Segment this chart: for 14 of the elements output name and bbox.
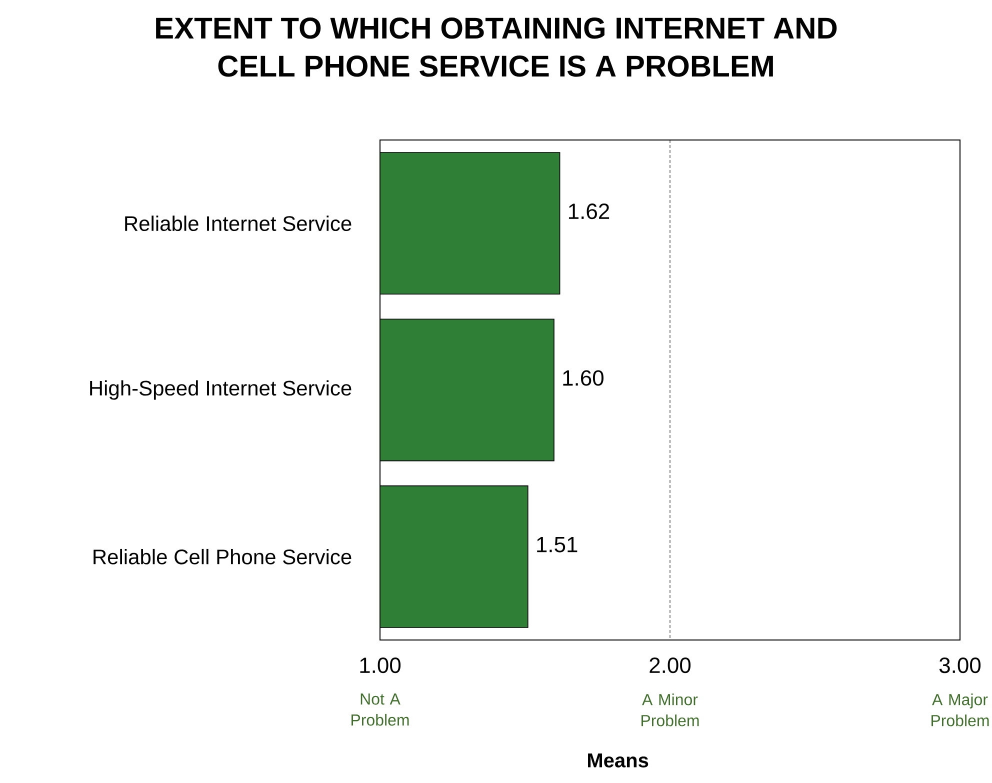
x-tick-label: 3.00 bbox=[939, 658, 981, 674]
x-axis-title: Means bbox=[588, 754, 648, 768]
x-tick-label: 2.00 bbox=[650, 658, 691, 674]
y-tick-label: Reliable Cell Phone Service bbox=[94, 548, 352, 564]
y-tick-label: Reliable Internet Service bbox=[125, 216, 352, 232]
text: A Major Problem bbox=[932, 694, 989, 726]
data-label: 1.62 bbox=[569, 204, 610, 220]
chart-title: EXTENT TO WHICH OBTAINING INTERNET AND CELL PHONE SERVICE IS A PROBLEM bbox=[156, 18, 837, 77]
data-label: 1.60 bbox=[563, 370, 604, 386]
x-tick-label: 1.00 bbox=[360, 658, 401, 674]
text: A Minor Problem bbox=[642, 694, 699, 726]
text: Not A Problem bbox=[352, 694, 409, 726]
data-label: 1.51 bbox=[537, 536, 578, 552]
y-tick-label: High-Speed Internet Service bbox=[90, 380, 352, 400]
